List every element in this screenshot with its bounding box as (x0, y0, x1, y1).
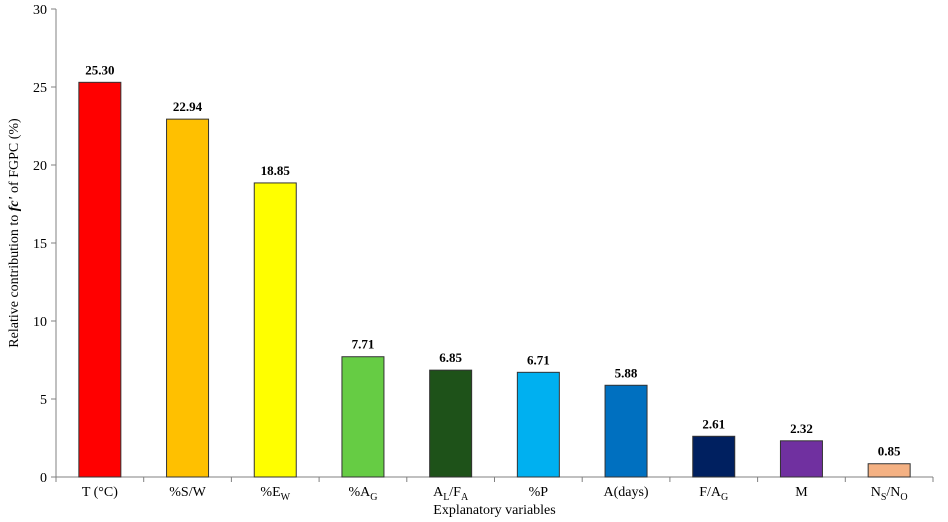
category-label-subscript: W (281, 492, 291, 503)
bar (429, 369, 473, 478)
bar (779, 440, 823, 478)
category-label-text: T (°C) (82, 485, 118, 500)
category-label-subscript: L (443, 492, 449, 503)
y-axis-title-text: of FGPC (%) (7, 118, 22, 197)
y-axis: 0 5 10 15 20 25 30 (33, 3, 57, 486)
data-label: 25.30 (85, 62, 114, 77)
data-label: 5.88 (615, 365, 638, 380)
category-label: %S/W (169, 485, 206, 500)
y-tick-label: 15 (33, 237, 47, 252)
data-label: 7.71 (352, 337, 375, 352)
y-axis-title-text: Relative contribution to (7, 211, 22, 347)
y-tick-label: 20 (33, 159, 47, 174)
category-label-text: /F (449, 485, 461, 500)
category-label-text: %S/W (169, 485, 206, 500)
category-label-text: %A (348, 485, 371, 500)
bars (78, 81, 911, 478)
y-axis-title: Relative contribution to fc' of FGPC (%) (7, 118, 22, 348)
x-axis-title: Explanatory variables (433, 503, 555, 518)
category-label-text: A (433, 485, 444, 500)
category-label-text: F/A (699, 485, 722, 500)
category-labels: T (°C) %S/W %EW %AG AL/FA %P A(days) F/AG M NS/NO (82, 485, 908, 503)
data-label: 18.85 (261, 163, 291, 178)
data-label: 2.32 (790, 421, 813, 436)
category-label-subscript: O (900, 492, 907, 503)
data-label: 22.94 (173, 99, 203, 114)
bar (692, 435, 736, 478)
category-label: A(days) (603, 485, 648, 500)
data-label: 6.71 (527, 352, 550, 367)
x-axis (55, 476, 934, 482)
category-label-text: %E (260, 485, 280, 500)
y-axis-title-italic: fc' (7, 196, 22, 211)
category-label-subscript: A (461, 492, 469, 503)
y-tick-label: 25 (33, 81, 47, 96)
category-label: M (795, 485, 808, 500)
data-label: 2.61 (702, 416, 725, 431)
y-tick-label: 10 (33, 315, 47, 330)
category-label: NS/NO (871, 485, 908, 503)
data-labels: 25.30 22.94 18.85 7.71 6.85 6.71 5.88 2.61 2.32 0… (85, 62, 901, 458)
category-label-subscript: G (370, 492, 377, 503)
category-label-text: %P (529, 485, 549, 500)
bar (867, 463, 911, 478)
data-label: 6.85 (439, 350, 462, 365)
category-label: F/AG (699, 485, 728, 503)
bar (516, 371, 560, 478)
category-label: T (°C) (82, 485, 118, 500)
category-label-subscript: S (881, 492, 887, 503)
data-label: 0.85 (878, 444, 901, 459)
category-label: AL/FA (433, 485, 469, 503)
category-label-text: /N (886, 485, 900, 500)
y-tick-label: 30 (33, 3, 47, 18)
y-tick-label: 0 (40, 471, 47, 486)
category-label: %P (529, 485, 549, 500)
y-tick-label: 5 (40, 393, 47, 408)
category-label-text: N (871, 485, 881, 500)
bar (253, 182, 297, 478)
category-label-subscript: G (721, 492, 728, 503)
bar (78, 81, 122, 478)
bar (166, 118, 210, 478)
category-label-text: M (795, 485, 808, 500)
category-label-text: A(days) (603, 485, 648, 500)
category-label: %EW (260, 485, 290, 503)
bar (341, 356, 385, 478)
bar (604, 384, 648, 478)
category-label: %AG (348, 485, 377, 503)
